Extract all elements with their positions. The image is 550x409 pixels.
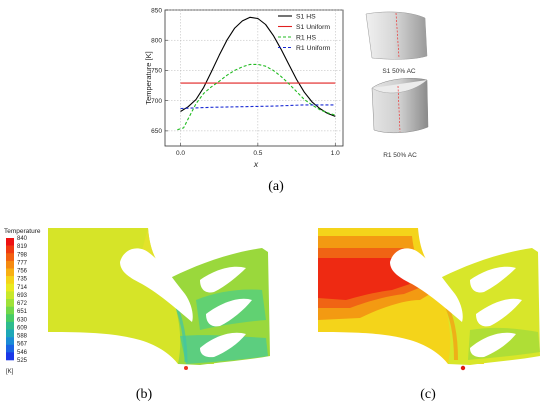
- blade-r1-image: [371, 78, 429, 134]
- colorbar-tick-label: 798: [17, 252, 28, 258]
- colorbar-tick-label: 777: [17, 260, 28, 266]
- y-tick-label: 750: [151, 68, 162, 75]
- colorbar-unit: [K]: [6, 369, 14, 375]
- colorbar-swatch-14: [6, 344, 14, 353]
- contour-panel-c: [318, 228, 540, 371]
- colorbar: Temperature 840 819 798 777 756 735 714 693 672 6…: [4, 228, 41, 375]
- colorbar-tick-label: 651: [17, 309, 28, 315]
- contour-b-rotor-blade-1: [200, 266, 246, 293]
- colorbar-swatch-10: [6, 314, 14, 323]
- colorbar-tick-label: 840: [17, 236, 28, 242]
- colorbar-swatch-1: [6, 245, 14, 254]
- legend-label-0: S1 HS: [296, 13, 316, 20]
- axes: 650 700 750 800 850 0.0 0.5 1.0: [151, 7, 340, 157]
- colorbar-tick-label: 714: [17, 285, 28, 291]
- y-tick-label: 800: [151, 38, 162, 45]
- contour-c-rotor-blade-2: [476, 298, 522, 327]
- legend: S1 HS S1 Uniform R1 HS R1 Uniform: [278, 13, 331, 52]
- colorbar-tick-label: 546: [17, 350, 28, 356]
- legend-label-2: R1 HS: [296, 34, 316, 41]
- y-tick-label: 700: [151, 98, 162, 105]
- colorbar-title: Temperature: [4, 228, 41, 235]
- colorbar-tick-label: 693: [17, 293, 28, 299]
- x-tick-label: 0.0: [176, 150, 185, 157]
- series-line-3: [180, 104, 336, 110]
- colorbar-tick-label: 609: [17, 326, 28, 332]
- colorbar-tick-label: 567: [17, 342, 28, 348]
- contour-b-domain: [48, 228, 214, 364]
- y-axis-label: Temperature [K]: [144, 51, 153, 104]
- colorbar-tick-label: 525: [17, 358, 28, 364]
- colorbar-swatch-8: [6, 299, 14, 307]
- colorbar-swatch-15: [6, 352, 14, 361]
- contour-c-rotor-blade-3: [470, 332, 516, 358]
- colorbar-swatch-4: [6, 268, 14, 277]
- series-group: [177, 16, 336, 131]
- colorbar-tick-label: 588: [17, 334, 28, 340]
- colorbar-swatch-3: [6, 260, 14, 269]
- colorbar-tick-label: 735: [17, 277, 28, 283]
- chart-panel: 650 700 750 800 850 0.0 0.5 1.0 S1 HS S1 Uniform…: [144, 7, 344, 169]
- colorbar-swatches: [6, 238, 14, 361]
- series-line-0: [180, 16, 336, 117]
- blade-s1-label: S1 50% AC: [382, 68, 416, 75]
- y-tick-label: 850: [151, 7, 162, 14]
- colorbar-swatch-5: [6, 276, 14, 285]
- colorbar-swatch-9: [6, 306, 14, 315]
- contour-b-rotor-blade-2: [206, 298, 252, 327]
- contour-panel-b: [48, 228, 270, 370]
- colorbar-swatch-13: [6, 337, 14, 346]
- contour-c-stator-blade: [390, 248, 463, 322]
- legend-label-3: R1 Uniform: [296, 45, 331, 52]
- colorbar-tick-label: 756: [17, 269, 28, 275]
- series-line-2: [177, 63, 336, 131]
- colorbar-tick-label: 630: [17, 317, 28, 323]
- colorbar-swatch-7: [6, 291, 14, 300]
- grid: [165, 9, 343, 146]
- colorbar-swatch-12: [6, 329, 14, 338]
- colorbar-swatch-11: [6, 321, 14, 330]
- contour-b-rotor-blade-3: [200, 332, 246, 358]
- x-tick-label: 1.0: [331, 150, 340, 157]
- y-tick-label: 650: [151, 128, 162, 135]
- colorbar-ticks: 840 819 798 777 756 735 714 693 672 651 630 609 588 5…: [17, 236, 28, 364]
- plot-area: [164, 9, 344, 147]
- colorbar-tick-label: 672: [17, 301, 28, 307]
- x-axis-label: x: [253, 159, 259, 169]
- colorbar-swatch-2: [6, 253, 14, 262]
- blade-s1-image: [365, 11, 428, 60]
- legend-label-1: S1 Uniform: [296, 24, 330, 31]
- colorbar-swatch-6: [6, 283, 14, 292]
- contour-c-rotor-blade-1: [470, 266, 516, 293]
- colorbar-tick-label: 819: [17, 244, 28, 250]
- contour-b-stator-blade: [120, 248, 193, 322]
- panel-label-c: (c): [420, 387, 436, 402]
- blade-r1-label: R1 50% AC: [383, 152, 417, 159]
- panel-label-b: (b): [136, 387, 153, 402]
- x-tick-label: 0.5: [253, 150, 262, 157]
- colorbar-swatch-0: [6, 238, 14, 246]
- panel-label-a: (a): [268, 179, 284, 194]
